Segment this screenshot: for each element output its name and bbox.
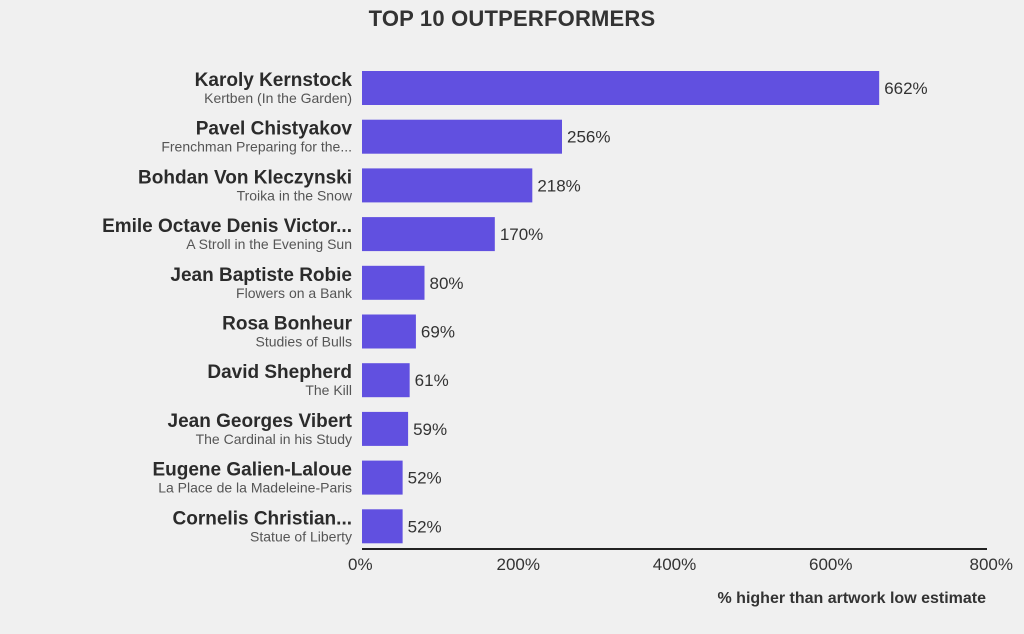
artwork-label: The Cardinal in his Study xyxy=(196,431,352,447)
bar-value-label: 170% xyxy=(500,225,543,244)
bar-value-label: 69% xyxy=(421,323,455,342)
artist-label: Emile Octave Denis Victor... xyxy=(102,216,352,237)
artwork-label: The Kill xyxy=(305,382,352,398)
x-axis-label: % higher than artwork low estimate xyxy=(717,590,987,607)
bar-value-label: 61% xyxy=(415,371,449,390)
artist-label: David Shepherd xyxy=(207,362,352,383)
artist-label: Rosa Bonheur xyxy=(222,314,352,335)
bar xyxy=(362,119,562,154)
artwork-label: Flowers on a Bank xyxy=(236,285,353,301)
artist-label: Eugene Galien-Laloue xyxy=(152,460,352,481)
artist-label: Jean Georges Vibert xyxy=(168,411,353,432)
bar-value-label: 52% xyxy=(408,517,442,536)
x-tick-label: 600% xyxy=(809,555,852,574)
artist-label: Cornelis Christian... xyxy=(173,508,352,529)
bar xyxy=(362,411,409,446)
bar-value-label: 662% xyxy=(884,79,927,98)
bar xyxy=(362,217,495,252)
bar xyxy=(362,71,880,105)
x-tick-label: 800% xyxy=(970,555,1013,574)
artwork-label: A Stroll in the Evening Sun xyxy=(186,236,352,252)
artist-label: Pavel Chistyakov xyxy=(196,119,353,140)
x-tick-label: 0% xyxy=(348,555,373,574)
artwork-label: Troika in the Snow xyxy=(237,187,353,203)
bar-value-label: 80% xyxy=(430,274,464,293)
x-tick-label: 400% xyxy=(653,555,696,574)
bar-value-label: 218% xyxy=(537,176,580,195)
artwork-label: Statue of Liberty xyxy=(250,528,352,544)
artwork-label: Kertben (In the Garden) xyxy=(204,90,352,106)
bar xyxy=(362,168,533,203)
bar xyxy=(362,265,425,300)
bar xyxy=(362,460,403,495)
bar xyxy=(362,314,416,349)
artwork-label: La Place de la Madeleine-Paris xyxy=(158,480,352,496)
artwork-label: Frenchman Preparing for the... xyxy=(161,139,352,155)
chart-title: TOP 10 OUTPERFORMERS xyxy=(368,6,656,31)
artist-label: Bohdan Von Kleczynski xyxy=(138,167,352,188)
bar xyxy=(362,363,410,398)
x-tick-label: 200% xyxy=(497,555,540,574)
artist-label: Jean Baptiste Robie xyxy=(170,265,352,286)
bar xyxy=(362,509,403,544)
bar-value-label: 52% xyxy=(408,469,442,488)
artwork-label: Studies of Bulls xyxy=(256,334,353,350)
bar-value-label: 59% xyxy=(413,420,447,439)
artist-label: Karoly Kernstock xyxy=(195,70,353,91)
bar-value-label: 256% xyxy=(567,128,610,147)
